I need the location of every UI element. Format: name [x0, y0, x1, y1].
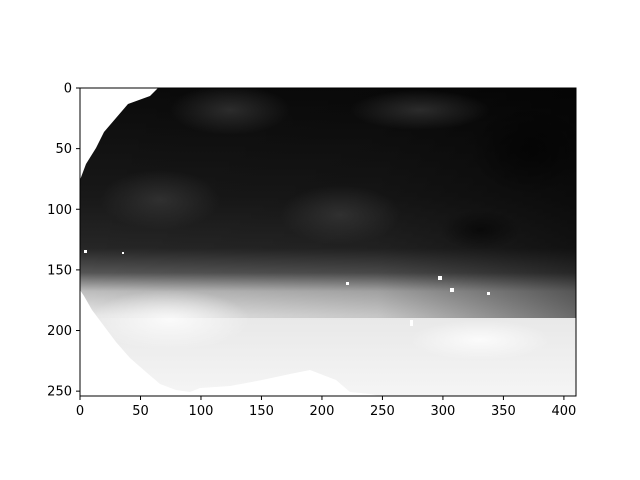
x-tick-label: 250: [370, 404, 395, 419]
axes-frame: [79, 87, 577, 397]
y-tick-label: 200: [47, 324, 72, 339]
x-tick-label: 50: [132, 404, 149, 419]
x-tick-label: 150: [249, 404, 274, 419]
x-tick-label: 300: [431, 404, 456, 419]
heatmap-image: [80, 88, 576, 396]
x-tick-label: 350: [491, 404, 516, 419]
y-tick-label: 100: [47, 203, 72, 218]
y-axis-ticks: 0 50 100 150 200 250: [47, 82, 80, 400]
x-axis-ticks: 0 50 100 150 200 250 300 350 400: [76, 396, 576, 419]
x-tick-label: 400: [551, 404, 576, 419]
y-tick-label: 50: [55, 142, 72, 157]
y-tick-label: 150: [47, 263, 72, 278]
x-tick-label: 0: [76, 404, 84, 419]
y-tick-label: 0: [64, 82, 72, 97]
y-tick-label: 250: [47, 385, 72, 400]
x-tick-label: 100: [189, 404, 214, 419]
x-tick-label: 200: [310, 404, 335, 419]
